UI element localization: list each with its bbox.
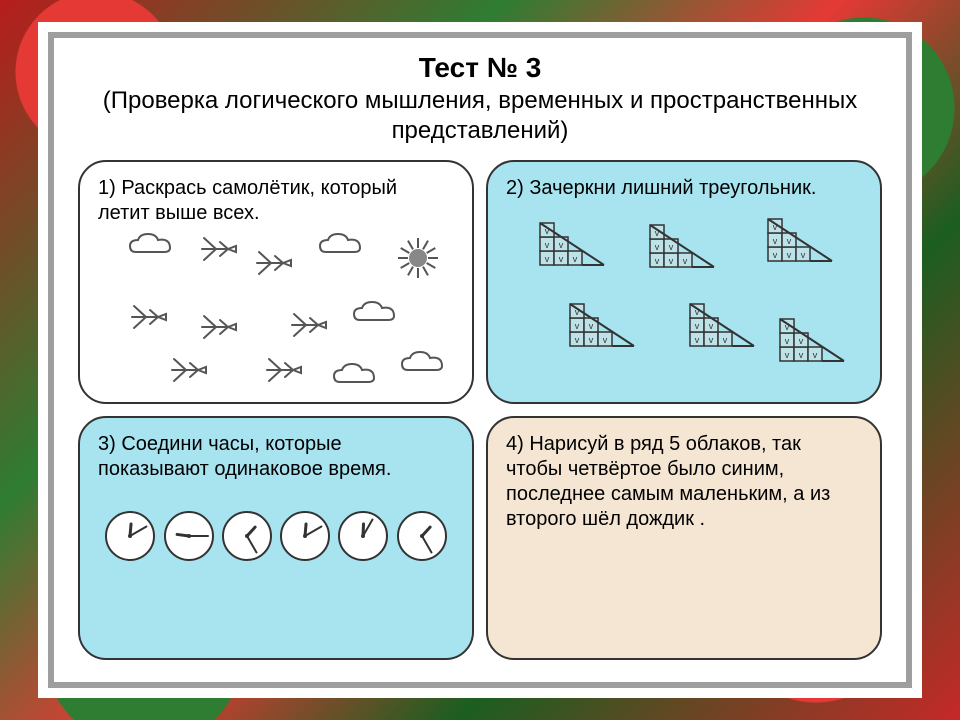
triangle-icon: vvvvvv: [566, 292, 644, 350]
question-3-text: 3) Соедини часы, которые показывают один…: [98, 432, 454, 482]
question-4-panel: 4) Нарисуй в ряд 5 облаков, так чтобы че…: [486, 416, 882, 660]
question-3-panel: 3) Соедини часы, которые показывают один…: [78, 416, 474, 660]
triangle-icon: vvvvvv: [536, 211, 614, 269]
svg-text:v: v: [603, 335, 608, 345]
clock-icon: [221, 510, 273, 562]
plane-icon: [263, 355, 309, 385]
clock-icon: [279, 510, 331, 562]
svg-text:v: v: [695, 335, 700, 345]
cloud-icon: [316, 230, 366, 260]
svg-text:v: v: [785, 350, 790, 360]
svg-text:v: v: [695, 321, 700, 331]
svg-text:v: v: [683, 256, 688, 266]
plane-icon: [253, 248, 299, 278]
svg-text:v: v: [655, 242, 660, 252]
page-subtitle: (Проверка логического мышления, временны…: [78, 86, 882, 146]
svg-text:v: v: [589, 335, 594, 345]
plane-icon: [288, 310, 334, 340]
svg-text:v: v: [573, 254, 578, 264]
triangle-icon: vvvvvv: [646, 213, 724, 271]
question-4-text: 4) Нарисуй в ряд 5 облаков, так чтобы че…: [506, 432, 862, 532]
cloud-icon: [126, 230, 176, 260]
cloud-icon: [330, 360, 380, 390]
plane-icon: [168, 355, 214, 385]
svg-text:v: v: [785, 336, 790, 346]
clock-icon: [104, 510, 156, 562]
svg-text:v: v: [575, 321, 580, 331]
clock-icon: [337, 510, 389, 562]
svg-text:v: v: [545, 240, 550, 250]
svg-text:v: v: [575, 335, 580, 345]
triangle-icon: vvvvvv: [776, 307, 854, 365]
svg-text:v: v: [813, 350, 818, 360]
cloud-icon: [398, 348, 448, 378]
cloud-icon: [350, 298, 400, 328]
svg-text:v: v: [709, 321, 714, 331]
clocks-illustration: [98, 510, 454, 562]
plane-icon: [198, 234, 244, 264]
planes-illustration: [98, 230, 454, 385]
clock-icon: [396, 510, 448, 562]
svg-text:v: v: [669, 242, 674, 252]
svg-text:v: v: [559, 240, 564, 250]
questions-grid: 1) Раскрась самолётик, который летит выш…: [78, 160, 882, 660]
svg-text:v: v: [655, 256, 660, 266]
triangle-icon: vvvvvv: [686, 292, 764, 350]
question-1-panel: 1) Раскрась самолётик, который летит выш…: [78, 160, 474, 404]
triangle-icon: vvvvvv: [764, 207, 842, 265]
svg-text:v: v: [723, 335, 728, 345]
svg-text:v: v: [773, 250, 778, 260]
svg-text:v: v: [545, 254, 550, 264]
svg-text:v: v: [559, 254, 564, 264]
question-2-text: 2) Зачеркни лишний треугольник.: [506, 176, 862, 201]
question-1-text: 1) Раскрась самолётик, который летит выш…: [98, 176, 454, 226]
svg-text:v: v: [799, 350, 804, 360]
svg-text:v: v: [787, 236, 792, 246]
triangles-illustration: vvvvvvvvvvvvvvvvvvvvvvvvvvvvvvvvvvvv: [506, 207, 862, 367]
page-title: Тест № 3: [78, 52, 882, 84]
sun-icon: [396, 236, 440, 280]
svg-text:v: v: [799, 336, 804, 346]
svg-text:v: v: [669, 256, 674, 266]
worksheet-card: Тест № 3 (Проверка логического мышления,…: [48, 32, 912, 688]
svg-text:v: v: [589, 321, 594, 331]
svg-text:v: v: [709, 335, 714, 345]
svg-text:v: v: [801, 250, 806, 260]
clock-icon: [163, 510, 215, 562]
question-2-panel: 2) Зачеркни лишний треугольник. vvvvvvvv…: [486, 160, 882, 404]
svg-text:v: v: [773, 236, 778, 246]
plane-icon: [128, 302, 174, 332]
plane-icon: [198, 312, 244, 342]
svg-text:v: v: [787, 250, 792, 260]
